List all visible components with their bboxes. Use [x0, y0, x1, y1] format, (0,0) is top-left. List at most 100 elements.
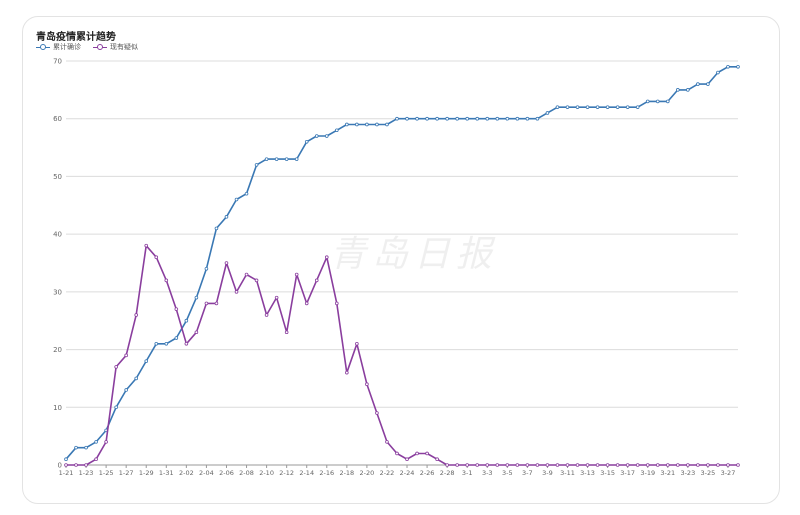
legend-swatch-confirmed — [36, 43, 50, 51]
series-0-point-64 — [706, 82, 710, 86]
series-1-point-5 — [114, 365, 118, 369]
chart-title: 青岛疫情累计趋势 — [36, 32, 116, 43]
series-1-point-7 — [134, 313, 139, 317]
series-0-point-1 — [74, 445, 78, 450]
series-0-point-7 — [134, 376, 139, 381]
y-tick-label-5: 50 — [53, 173, 62, 181]
series-0-point-65 — [716, 70, 720, 75]
x-tick-label-12: 2-14 — [299, 469, 314, 477]
series-1-point-20 — [264, 313, 269, 317]
series-1-point-47 — [535, 463, 540, 467]
series-0-point-15 — [214, 226, 219, 231]
series-0-point-46 — [525, 116, 530, 121]
series-1-point-37 — [435, 457, 439, 462]
series-1-point-10 — [164, 278, 169, 283]
series-0-point-20 — [264, 157, 269, 161]
series-0-point-63 — [696, 82, 700, 86]
series-1-point-31 — [375, 411, 379, 415]
series-1-point-65 — [716, 463, 720, 467]
x-tick-label-2: 1-25 — [99, 469, 114, 477]
series-0-point-25 — [314, 134, 319, 138]
series-0-point-9 — [154, 341, 159, 346]
series-0-point-34 — [405, 116, 409, 121]
series-0-point-12 — [184, 318, 189, 323]
chart-legend: 累计确诊 现有疑似 — [36, 42, 138, 52]
x-tick-label-33: 3-27 — [721, 469, 736, 477]
series-0-point-33 — [395, 116, 399, 121]
series-1-point-9 — [154, 255, 159, 260]
series-1-point-19 — [254, 278, 259, 283]
y-tick-label-7: 70 — [53, 58, 62, 66]
series-0-point-43 — [495, 116, 500, 121]
x-tick-label-24: 3-9 — [542, 469, 553, 477]
x-tick-label-3: 1-27 — [119, 469, 134, 477]
legend-item-suspected[interactable]: 现有疑似 — [93, 42, 138, 52]
x-tick-label-6: 2-02 — [179, 469, 194, 477]
series-1-point-36 — [425, 451, 429, 456]
series-0-point-19 — [254, 163, 259, 167]
series-0-point-0 — [64, 457, 68, 462]
series-1-point-35 — [415, 451, 419, 456]
series-0-point-8 — [144, 359, 149, 363]
series-0-point-48 — [545, 111, 550, 115]
x-tick-label-10: 2-10 — [259, 469, 274, 477]
y-tick-label-2: 20 — [53, 346, 62, 354]
x-tick-label-15: 2-20 — [360, 469, 375, 477]
series-0-point-57 — [635, 105, 640, 109]
series-1-point-30 — [365, 382, 369, 387]
y-tick-label-3: 30 — [53, 288, 62, 296]
x-tick-label-32: 3-25 — [701, 469, 716, 477]
series-0-point-26 — [324, 134, 329, 138]
series-1-point-21 — [274, 295, 279, 300]
x-tick-label-22: 3-5 — [502, 469, 513, 477]
series-1-point-26 — [324, 255, 329, 260]
series-1-point-39 — [455, 463, 459, 467]
series-0-point-23 — [294, 157, 299, 161]
series-1-point-8 — [144, 243, 149, 248]
series-0-point-16 — [224, 215, 229, 219]
series-0-point-22 — [284, 157, 289, 161]
series-0-point-39 — [455, 116, 459, 121]
series-0-point-41 — [475, 116, 480, 121]
chart-card — [22, 16, 780, 504]
y-tick-label-0: 0 — [58, 462, 62, 470]
x-tick-label-14: 2-18 — [339, 469, 354, 477]
series-1-point-16 — [224, 261, 229, 265]
legend-label-suspected: 现有疑似 — [110, 43, 138, 51]
x-tick-label-31: 3-23 — [680, 469, 695, 477]
series-1-point-64 — [706, 463, 710, 467]
series-1-point-67 — [736, 463, 740, 467]
x-tick-label-30: 3-21 — [660, 469, 675, 477]
series-0-point-32 — [385, 122, 389, 127]
series-1-point-66 — [726, 463, 730, 467]
y-tick-label-6: 60 — [53, 115, 62, 123]
series-0-point-6 — [124, 388, 128, 392]
series-1-point-57 — [635, 463, 640, 467]
series-1-point-38 — [445, 463, 449, 467]
series-1-point-27 — [335, 301, 339, 306]
series-1-point-44 — [505, 463, 510, 467]
series-0-point-2 — [84, 445, 88, 450]
x-tick-label-29: 3-19 — [640, 469, 655, 477]
series-0-point-18 — [244, 191, 249, 196]
series-1-point-17 — [234, 290, 239, 294]
series-0-point-67 — [736, 64, 740, 69]
x-tick-label-5: 1-31 — [159, 469, 174, 477]
series-0-point-10 — [164, 341, 169, 346]
x-tick-label-28: 3-17 — [620, 469, 635, 477]
legend-label-confirmed: 累计确诊 — [53, 43, 81, 51]
x-tick-label-9: 2-08 — [239, 469, 254, 477]
series-0-point-38 — [445, 116, 449, 121]
series-0-point-31 — [375, 122, 379, 127]
series-1-point-32 — [385, 440, 389, 444]
series-1-point-13 — [194, 330, 199, 335]
series-0-point-47 — [535, 116, 540, 121]
series-1-point-60 — [665, 463, 670, 467]
series-0-point-24 — [304, 140, 309, 144]
x-tick-label-25: 3-11 — [560, 469, 575, 477]
legend-item-confirmed[interactable]: 累计确诊 — [36, 42, 81, 52]
series-0-point-5 — [114, 405, 118, 410]
series-1-point-23 — [294, 272, 299, 277]
series-0-point-27 — [335, 128, 339, 133]
